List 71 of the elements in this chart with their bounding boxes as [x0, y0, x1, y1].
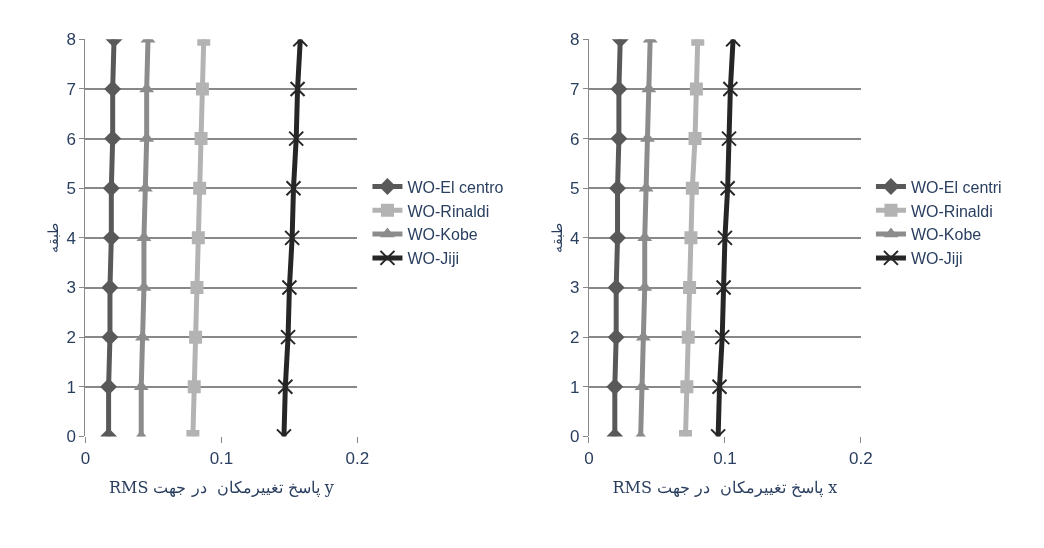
- point: [194, 132, 208, 146]
- point: [680, 380, 694, 394]
- legend-label: WO-Kobe: [407, 226, 478, 244]
- point: [101, 279, 119, 296]
- point: [285, 180, 302, 197]
- y-tick-label: 4: [66, 228, 77, 248]
- point: [280, 329, 297, 346]
- y-tick-label: 1: [66, 377, 77, 397]
- y-tick-label: 8: [66, 30, 77, 50]
- point: [190, 281, 204, 294]
- x-axis-title: RMS پاسخ تغییرمکان در جهت y: [108, 478, 334, 498]
- legend-label: WO-El centro: [407, 178, 504, 196]
- point: [684, 231, 698, 245]
- y-tick-label: 3: [570, 278, 580, 298]
- legend-label: WO-El centri: [910, 178, 1002, 196]
- y-tick-label: 2: [570, 328, 580, 348]
- legend-label: WO-Rinaldi: [407, 202, 490, 220]
- y-tick-label: 5: [66, 179, 77, 199]
- y-tick-label: 0: [570, 427, 580, 447]
- y-tick-label: 6: [570, 129, 580, 149]
- x-tick-label: 0.2: [345, 448, 370, 468]
- legend-label: WO-Jiji: [910, 250, 963, 268]
- point: [683, 281, 697, 294]
- point: [277, 378, 294, 395]
- y-tick-label: 1: [570, 377, 580, 397]
- point: [607, 328, 625, 346]
- y-tick-label: 7: [570, 79, 580, 99]
- y-tick-label: 5: [570, 179, 580, 199]
- point: [187, 380, 201, 394]
- y-tick-label: 4: [570, 228, 580, 248]
- point: [289, 80, 306, 97]
- legend-label: WO-Jiji: [407, 250, 459, 268]
- x-tick-label: 0: [80, 448, 91, 468]
- point: [719, 180, 736, 197]
- point: [685, 181, 699, 195]
- y-tick-label: 6: [66, 129, 77, 149]
- y-axis-title: طبقه: [548, 222, 565, 253]
- x-tick-label: 0.1: [713, 448, 737, 468]
- y-tick-label: 0: [66, 427, 77, 447]
- point: [610, 80, 628, 98]
- x-axis-title: RMS پاسخ تغییرمکان در جهت x: [612, 478, 838, 498]
- x-tick-label: 0.2: [849, 448, 873, 468]
- point: [711, 378, 728, 395]
- y-tick-label: 8: [570, 30, 580, 50]
- legend-label: WO-Rinaldi: [910, 202, 993, 220]
- point: [714, 329, 731, 346]
- point: [681, 330, 695, 344]
- y-tick-label: 3: [66, 278, 77, 298]
- point: [689, 82, 703, 96]
- point: [288, 130, 305, 147]
- y-tick-label: 7: [66, 79, 77, 99]
- point: [721, 130, 738, 147]
- point: [102, 229, 120, 247]
- y-tick-label: 2: [66, 328, 77, 348]
- point: [193, 181, 207, 195]
- point: [722, 80, 739, 97]
- point: [606, 378, 624, 396]
- x-tick-label: 0: [584, 448, 594, 468]
- y-axis-title: طبقه: [45, 222, 62, 253]
- point: [715, 279, 732, 296]
- point: [284, 229, 301, 246]
- x-tick-label: 0.1: [209, 448, 234, 468]
- point: [104, 80, 122, 98]
- point: [607, 279, 625, 296]
- point: [716, 229, 733, 246]
- point: [195, 82, 209, 96]
- point: [688, 132, 702, 146]
- legend-label: WO-Kobe: [910, 226, 982, 244]
- point: [281, 279, 298, 296]
- point: [191, 231, 205, 245]
- point: [189, 330, 203, 344]
